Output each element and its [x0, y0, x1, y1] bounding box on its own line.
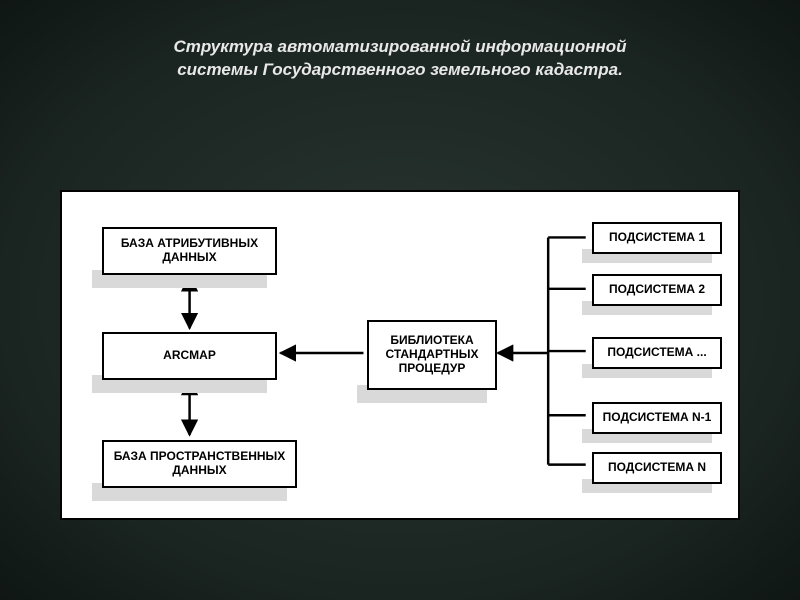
slide-title: Структура автоматизированной информацион…: [0, 36, 800, 82]
node-sub1: ПОДСИСТЕМА 1: [592, 222, 722, 254]
diagram-container: БАЗА АТРИБУТИВНЫХ ДАННЫХ ARCMAP БАЗА ПРОСТ…: [60, 190, 740, 520]
title-line-2: системы Государственного земельного када…: [60, 59, 740, 82]
node-arcmap: ARCMAP: [102, 332, 277, 380]
node-sub5: ПОДСИСТЕМА N: [592, 452, 722, 484]
node-attr_db: БАЗА АТРИБУТИВНЫХ ДАННЫХ: [102, 227, 277, 275]
node-spatial_db: БАЗА ПРОСТРАНСТВЕННЫХ ДАННЫХ: [102, 440, 297, 488]
node-library: БИБЛИОТЕКА СТАНДАРТНЫХ ПРОЦЕДУР: [367, 320, 497, 390]
node-sub4: ПОДСИСТЕМА N-1: [592, 402, 722, 434]
node-sub2: ПОДСИСТЕМА 2: [592, 274, 722, 306]
title-line-1: Структура автоматизированной информацион…: [60, 36, 740, 59]
node-sub3: ПОДСИСТЕМА ...: [592, 337, 722, 369]
